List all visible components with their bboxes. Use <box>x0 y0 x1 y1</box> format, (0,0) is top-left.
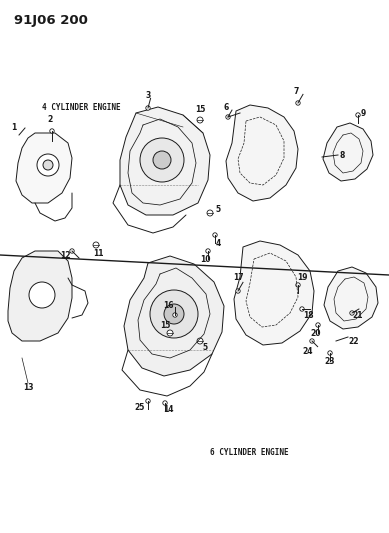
Circle shape <box>300 307 304 311</box>
Circle shape <box>296 283 300 287</box>
Text: 15: 15 <box>160 320 170 329</box>
Circle shape <box>50 129 54 133</box>
Text: 11: 11 <box>93 248 103 257</box>
Circle shape <box>350 311 354 315</box>
Circle shape <box>37 154 59 176</box>
Text: 12: 12 <box>60 252 70 261</box>
Text: 5: 5 <box>216 206 221 214</box>
Text: 18: 18 <box>303 311 313 320</box>
Circle shape <box>296 101 300 105</box>
Circle shape <box>150 290 198 338</box>
Text: 15: 15 <box>195 104 205 114</box>
Circle shape <box>164 304 184 324</box>
Circle shape <box>316 323 320 327</box>
Circle shape <box>356 113 360 117</box>
Circle shape <box>163 401 167 405</box>
Text: 4 CYLINDER ENGINE: 4 CYLINDER ENGINE <box>42 103 121 112</box>
Circle shape <box>140 138 184 182</box>
Text: 19: 19 <box>297 272 307 281</box>
Polygon shape <box>323 123 373 181</box>
Text: 17: 17 <box>233 273 243 282</box>
Text: 6: 6 <box>223 103 229 112</box>
Text: 5: 5 <box>202 343 208 352</box>
Circle shape <box>226 115 230 119</box>
Circle shape <box>43 160 53 170</box>
Circle shape <box>213 233 217 237</box>
Text: 91J06 200: 91J06 200 <box>14 14 88 27</box>
Circle shape <box>93 242 99 248</box>
Circle shape <box>173 313 177 317</box>
Circle shape <box>197 338 203 344</box>
Polygon shape <box>226 105 298 201</box>
Text: 16: 16 <box>163 301 173 310</box>
Circle shape <box>197 117 203 123</box>
Circle shape <box>167 330 173 336</box>
Text: 13: 13 <box>23 384 33 392</box>
Circle shape <box>146 106 150 110</box>
Polygon shape <box>8 251 72 341</box>
Text: 20: 20 <box>311 328 321 337</box>
Circle shape <box>70 249 74 253</box>
Circle shape <box>207 210 213 216</box>
Polygon shape <box>324 267 378 329</box>
Polygon shape <box>120 107 210 215</box>
Polygon shape <box>124 256 224 376</box>
Text: 4: 4 <box>216 238 221 247</box>
Text: 2: 2 <box>47 116 53 125</box>
Text: 7: 7 <box>293 86 299 95</box>
Polygon shape <box>16 133 72 203</box>
Text: 21: 21 <box>353 311 363 319</box>
Circle shape <box>29 282 55 308</box>
Text: 8: 8 <box>339 151 345 160</box>
Text: 10: 10 <box>200 254 210 263</box>
Text: 14: 14 <box>163 405 173 414</box>
Text: 3: 3 <box>145 91 151 100</box>
Circle shape <box>310 339 314 343</box>
Text: 24: 24 <box>303 346 313 356</box>
Circle shape <box>206 249 210 253</box>
Text: 23: 23 <box>325 357 335 366</box>
Text: 25: 25 <box>135 403 145 413</box>
Text: 9: 9 <box>360 109 366 117</box>
Polygon shape <box>234 241 314 345</box>
Text: 22: 22 <box>349 336 359 345</box>
Circle shape <box>236 289 240 293</box>
Circle shape <box>146 399 150 403</box>
Circle shape <box>153 151 171 169</box>
Text: 1: 1 <box>11 124 17 133</box>
Text: 6 CYLINDER ENGINE: 6 CYLINDER ENGINE <box>210 448 289 457</box>
Circle shape <box>328 351 332 355</box>
